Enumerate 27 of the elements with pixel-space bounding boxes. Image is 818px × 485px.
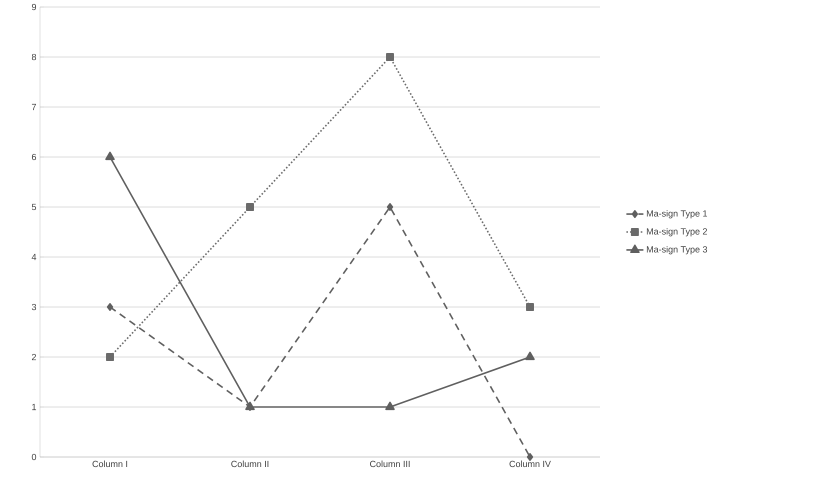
y-tick-label: 7	[32, 104, 36, 110]
point	[105, 152, 115, 160]
y-tick-label: 1	[32, 404, 36, 410]
y-tick-label: 9	[32, 4, 36, 10]
x-tick-label: Column I	[92, 460, 128, 468]
point	[525, 352, 535, 360]
y-tick-label: 4	[32, 254, 36, 260]
point	[526, 453, 534, 461]
y-tick-label: 8	[32, 54, 36, 60]
point	[386, 53, 394, 61]
point	[385, 402, 395, 410]
point	[386, 203, 394, 211]
y-tick-label: 3	[32, 304, 36, 310]
point	[106, 353, 114, 361]
point	[526, 303, 534, 311]
y-tick-label: 6	[32, 154, 36, 160]
point	[106, 303, 114, 311]
y-tick-label: 2	[32, 354, 36, 360]
legend-label: Ma-sign Type 3	[646, 246, 708, 254]
x-tick-label: Column III	[370, 460, 410, 468]
y-tick-label: 0	[32, 454, 36, 460]
y-tick-label: 5	[32, 204, 36, 210]
x-tick-label: Column IV	[510, 460, 551, 468]
point	[246, 203, 254, 211]
x-tick-label: Column II	[231, 460, 268, 468]
legend-label: Ma-sign Type 1	[646, 210, 708, 218]
legend-label: Ma-sign Type 2	[646, 228, 708, 236]
